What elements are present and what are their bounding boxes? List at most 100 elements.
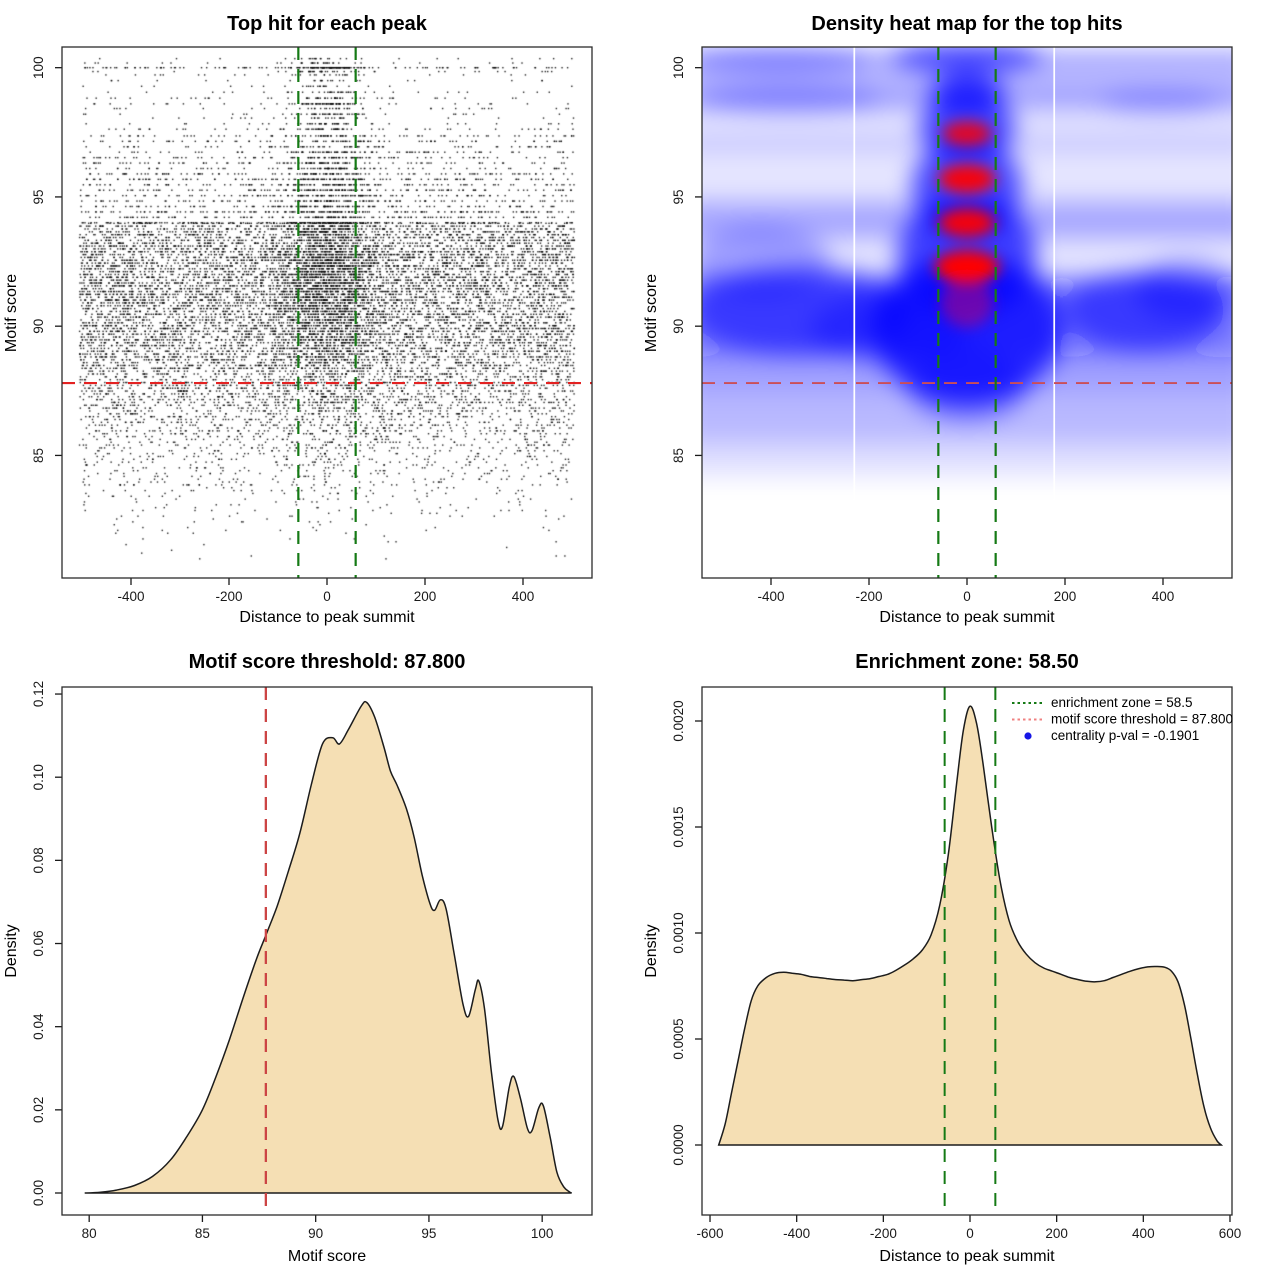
x-axis-title: Distance to peak summit xyxy=(879,1248,1055,1265)
plot-area: -400 -200 0 200 400 85 90 95 100 xyxy=(671,46,1233,604)
x-tick-label: 200 xyxy=(414,589,437,604)
scatter-plot-svg: Top hit for each peak Distance to peak s… xyxy=(3,13,593,626)
y-tick-label: 85 xyxy=(31,448,46,463)
y-tick-label: 0.04 xyxy=(31,1013,46,1040)
density-plot-svg: Motif score threshold: 87.800 Motif scor… xyxy=(3,651,593,1265)
x-tick-label: 400 xyxy=(512,589,535,604)
axis-tick-labels: -600 -400 -200 0 200 400 600 0.0000 0.0005 0.0010… xyxy=(671,700,1241,1241)
plot-frame xyxy=(701,46,1233,579)
heat-blob-blue xyxy=(702,84,881,113)
x-tick-label: 200 xyxy=(1045,1226,1068,1241)
density-curve xyxy=(717,705,1224,1146)
y-tick-label: 0.02 xyxy=(31,1097,46,1123)
y-tick-label: 90 xyxy=(671,319,686,334)
heat-band xyxy=(702,437,1232,477)
y-axis-title: Density xyxy=(3,924,20,977)
y-axis-title: Motif score xyxy=(3,274,20,352)
heat-blob-blue xyxy=(1135,258,1232,322)
y-tick-label: 90 xyxy=(31,319,46,334)
scatter-points-canvas xyxy=(0,0,640,640)
x-tick-label: 80 xyxy=(82,1226,97,1241)
axis-ticks xyxy=(695,67,1164,585)
x-tick-label: 600 xyxy=(1219,1226,1242,1241)
axis-tick-labels: 80 85 90 95 100 0.00 0.02 0.04 0.06 0.08 0.10 0.12 xyxy=(31,681,553,1241)
y-tick-label: 0.0015 xyxy=(671,806,686,847)
x-tick-label: 0 xyxy=(963,589,971,604)
axis-tick-labels: -400 -200 0 200 400 85 90 95 100 xyxy=(671,56,1174,604)
legend: enrichment zone = 58.5 motif score thresh… xyxy=(1012,695,1233,743)
plot-frame xyxy=(61,46,593,579)
plot-area: -400 -200 0 200 400 85 90 95 100 xyxy=(31,46,593,604)
heat-hotspot-red xyxy=(940,278,994,328)
y-axis-title: Density xyxy=(643,924,660,977)
threshold-and-zone-lines xyxy=(702,47,1232,578)
x-tick-label: -200 xyxy=(215,589,242,604)
legend-label: motif score threshold = 87.800 xyxy=(1051,712,1233,727)
axis-ticks xyxy=(55,693,543,1222)
x-tick-label: 0 xyxy=(966,1226,974,1241)
x-tick-label: -400 xyxy=(783,1226,810,1241)
legend-label: centrality p-val = -0.1901 xyxy=(1051,728,1199,743)
y-tick-label: 0.0020 xyxy=(671,700,686,741)
legend-label: enrichment zone = 58.5 xyxy=(1051,695,1192,710)
x-tick-label: -400 xyxy=(757,589,784,604)
density-plot-svg: Enrichment zone: 58.50 Distance to peak … xyxy=(643,651,1241,1265)
heat-blob-blue xyxy=(907,350,1027,421)
panel-title: Motif score threshold: 87.800 xyxy=(189,651,466,673)
heat-blob-blue xyxy=(810,293,970,364)
heat-hotspot-red xyxy=(938,208,996,238)
y-tick-label: 0.0010 xyxy=(671,912,686,953)
plot-area: 80 85 90 95 100 0.00 0.02 0.04 0.06 0.08 0.10 0.12 xyxy=(31,681,593,1241)
x-axis-title: Distance to peak summit xyxy=(239,609,415,626)
x-tick-label: 400 xyxy=(1152,589,1175,604)
y-tick-label: 100 xyxy=(31,56,46,79)
heat-blob-blue xyxy=(892,47,1042,74)
x-tick-label: -200 xyxy=(870,1226,897,1241)
x-axis-title: Distance to peak summit xyxy=(879,609,1055,626)
heat-blob-blue xyxy=(702,47,870,75)
panel-title: Density heat map for the top hits xyxy=(811,13,1122,35)
x-tick-label: 0 xyxy=(323,589,331,604)
x-tick-label: 200 xyxy=(1054,589,1077,604)
x-tick-label: 95 xyxy=(421,1226,436,1241)
guide-lines xyxy=(943,687,997,1215)
panel-density-motif-score: Motif score threshold: 87.800 Motif scor… xyxy=(0,640,640,1280)
y-tick-label: 0.12 xyxy=(31,681,46,707)
y-tick-label: 95 xyxy=(31,189,46,204)
plot-frame xyxy=(61,686,593,1216)
x-tick-label: -400 xyxy=(117,589,144,604)
panel-title: Top hit for each peak xyxy=(227,13,428,35)
panel-density-distance: Enrichment zone: 58.50 Distance to peak … xyxy=(640,640,1280,1280)
y-tick-label: 100 xyxy=(671,56,686,79)
plot-frame xyxy=(701,686,1233,1216)
x-tick-label: -200 xyxy=(855,589,882,604)
y-tick-label: 0.00 xyxy=(31,1180,46,1206)
panel-heatmap-top-hits: Density heat map for the top hits Distan… xyxy=(640,0,1280,640)
x-tick-label: -600 xyxy=(697,1226,724,1241)
heatmap-red-layer xyxy=(934,121,1000,328)
threshold-and-zone-lines xyxy=(62,47,592,578)
x-tick-label: 90 xyxy=(308,1226,323,1241)
legend-point-glyph xyxy=(1024,732,1032,740)
y-tick-label: 0.06 xyxy=(31,930,46,956)
y-tick-label: 0.10 xyxy=(31,764,46,790)
y-tick-label: 0.08 xyxy=(31,847,46,873)
heat-blob-blue xyxy=(1100,88,1220,115)
heat-blob-blue xyxy=(928,73,1006,111)
x-tick-label: 85 xyxy=(195,1226,210,1241)
heat-hotspot-red xyxy=(934,250,1000,284)
axis-tick-labels: -400 -200 0 200 400 85 90 95 100 xyxy=(31,56,534,604)
x-axis-title: Motif score xyxy=(288,1248,366,1265)
x-tick-label: 100 xyxy=(531,1226,554,1241)
white-gap-lines xyxy=(853,47,1056,578)
plot-area: -600 -400 -200 0 200 400 600 0.0000 0.0005 0.0010… xyxy=(671,686,1241,1241)
heatmap-blue-layer xyxy=(702,47,1232,477)
panel-scatter-top-hits: Top hit for each peak Distance to peak s… xyxy=(0,0,640,640)
heatmap-field xyxy=(702,47,1232,578)
heat-hotspot-red xyxy=(938,164,996,194)
x-tick-label: 400 xyxy=(1132,1226,1155,1241)
y-tick-label: 0.0005 xyxy=(671,1018,686,1059)
axis-ticks xyxy=(55,67,524,585)
y-tick-label: 85 xyxy=(671,448,686,463)
